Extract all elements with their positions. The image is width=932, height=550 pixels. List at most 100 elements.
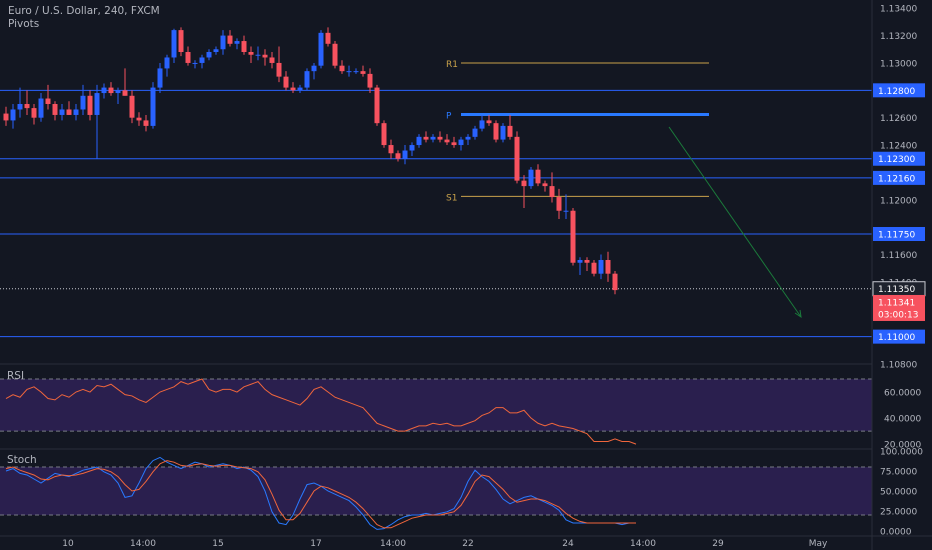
candle-body[interactable] (542, 183, 548, 187)
candle-body[interactable] (73, 109, 79, 115)
candle-body[interactable] (563, 210, 569, 212)
candle-body[interactable] (185, 52, 191, 63)
candle-body[interactable] (423, 136, 429, 140)
candle-body[interactable] (612, 273, 618, 291)
candle-body[interactable] (255, 54, 261, 56)
candle-body[interactable] (325, 32, 331, 44)
candle-body[interactable] (311, 65, 317, 72)
candle-body[interactable] (353, 71, 359, 73)
stoch-d-line[interactable] (5, 460, 636, 529)
candle-body[interactable] (269, 57, 275, 63)
candle-body[interactable] (101, 87, 107, 94)
candle-body[interactable] (171, 30, 177, 58)
candle-body[interactable] (80, 95, 86, 110)
candle-body[interactable] (17, 104, 23, 110)
price-level-badge[interactable] (873, 227, 925, 241)
candle-body[interactable] (346, 71, 352, 73)
candle-body[interactable] (234, 41, 240, 44)
candle-body[interactable] (241, 41, 247, 52)
candle-body[interactable] (479, 120, 485, 129)
candle-body[interactable] (451, 142, 457, 146)
candle-body[interactable] (507, 125, 513, 137)
candle-body[interactable] (227, 35, 233, 44)
candle-body[interactable] (339, 65, 345, 72)
candle-body[interactable] (262, 54, 268, 58)
trend-arrow[interactable] (668, 126, 802, 318)
stoch-pane[interactable] (0, 456, 872, 530)
candle-body[interactable] (570, 210, 576, 263)
candle-body[interactable] (59, 109, 65, 115)
candle-body[interactable] (577, 260, 583, 263)
candle-body[interactable] (584, 260, 590, 263)
price-level-badge[interactable] (873, 170, 925, 185)
price-level-badge[interactable] (873, 151, 925, 166)
rsi-pane[interactable] (0, 378, 872, 445)
candle-body[interactable] (115, 90, 121, 94)
candle-body[interactable] (521, 180, 527, 187)
candle-body[interactable] (409, 145, 415, 151)
candle-body[interactable] (24, 104, 30, 109)
candle-body[interactable] (528, 169, 534, 187)
candle-body[interactable] (129, 95, 135, 118)
candle-body[interactable] (122, 90, 128, 96)
candle-body[interactable] (472, 128, 478, 137)
candle-body[interactable] (367, 73, 373, 88)
candle-body[interactable] (10, 109, 16, 121)
candle-body[interactable] (52, 104, 58, 115)
candle-body[interactable] (3, 113, 9, 121)
candle-body[interactable] (45, 98, 51, 104)
candle-body[interactable] (283, 76, 289, 88)
price-level-badge[interactable] (873, 83, 925, 98)
candle-body[interactable] (108, 87, 114, 94)
candle-body[interactable] (164, 57, 170, 69)
candle-body[interactable] (192, 62, 198, 64)
candle-body[interactable] (276, 62, 282, 77)
candle-body[interactable] (304, 71, 310, 88)
candle-body[interactable] (178, 30, 184, 52)
candle-body[interactable] (31, 108, 37, 118)
time-axis[interactable]: 10 14:00 15 17 14:00 22 24 14:00 29 May (62, 539, 828, 549)
candle-body[interactable] (220, 35, 226, 50)
candle-body[interactable] (87, 95, 93, 115)
candle-body[interactable] (332, 43, 338, 66)
candle-body[interactable] (94, 93, 100, 115)
candle-body[interactable] (549, 186, 555, 198)
candle-body[interactable] (500, 125, 506, 140)
candle-body[interactable] (381, 123, 387, 146)
candle-body[interactable] (248, 52, 254, 55)
candle-body[interactable] (493, 123, 499, 140)
candle-body[interactable] (38, 98, 44, 118)
candle-body[interactable] (66, 109, 72, 115)
candle-body[interactable] (374, 87, 380, 124)
price-axis[interactable]: 1.13400 1.13200 1.13000 1.12600 1.12400 1.120… (872, 5, 926, 538)
candle-body[interactable] (402, 150, 408, 159)
candle-body[interactable] (444, 139, 450, 143)
candlesticks[interactable] (3, 27, 618, 295)
candle-body[interactable] (360, 71, 366, 74)
candle-body[interactable] (136, 117, 142, 121)
candle-body[interactable] (150, 87, 156, 126)
candle-body[interactable] (556, 197, 562, 211)
candle-body[interactable] (395, 153, 401, 159)
candle-body[interactable] (297, 87, 303, 91)
candle-body[interactable] (213, 49, 219, 52)
candle-body[interactable] (199, 57, 205, 63)
candle-body[interactable] (458, 139, 464, 146)
candle-body[interactable] (318, 32, 324, 66)
candle-body[interactable] (157, 68, 163, 88)
candle-body[interactable] (430, 136, 436, 140)
candle-body[interactable] (591, 262, 597, 274)
candle-body[interactable] (206, 52, 212, 58)
candle-body[interactable] (388, 145, 394, 154)
rsi-line[interactable] (5, 378, 637, 445)
candle-body[interactable] (465, 136, 471, 140)
candle-body[interactable] (143, 120, 149, 126)
price-level-badge[interactable] (873, 329, 925, 344)
candle-body[interactable] (486, 120, 492, 124)
candle-body[interactable] (605, 260, 611, 274)
horizontal-levels[interactable] (0, 89, 872, 338)
candle-body[interactable] (514, 136, 520, 181)
candle-body[interactable] (535, 169, 541, 184)
candle-body[interactable] (416, 136, 422, 146)
